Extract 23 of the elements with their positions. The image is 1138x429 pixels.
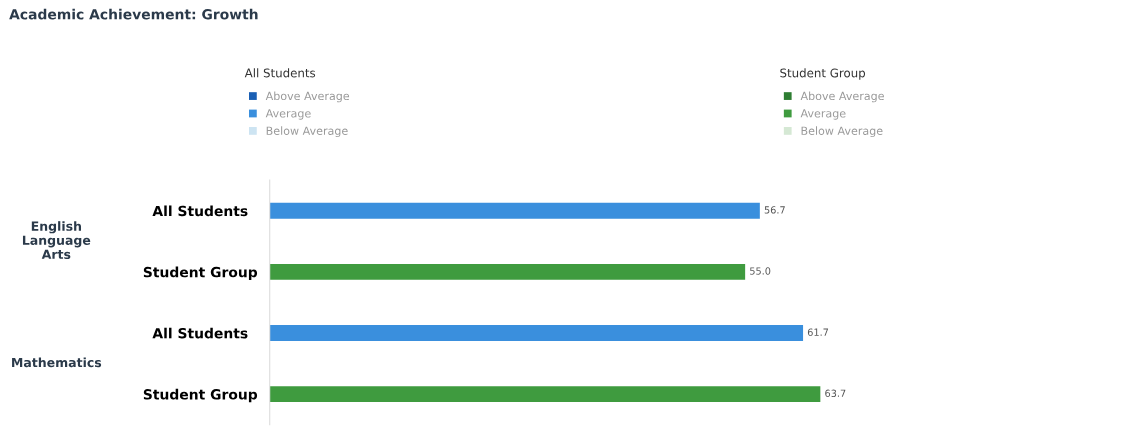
data-label: 63.7 [825,389,846,397]
text: English Language Arts [22,221,91,260]
bar [269,202,760,219]
legend-label: Below Average [801,126,883,138]
data-label: 56.7 [764,206,785,214]
legend-label: Average [265,109,311,120]
bar [269,263,746,280]
bar [269,386,821,403]
y-tick-label: Student Group [143,388,258,403]
y-tick-label: Student Group [143,266,258,281]
legend-label: Below Average [266,126,348,138]
bar [269,325,804,341]
text: All Students [244,68,316,78]
legend-label: Above Average [800,91,884,103]
text: Student Group [780,68,866,80]
legend-label: Above Average [265,91,350,103]
y-tick-label: All Students [152,205,248,217]
text: Academic Achievement: Growth [9,8,258,20]
y-tick-label: All Students [152,327,248,339]
data-label: 55.0 [750,267,771,275]
data-label: 61.7 [807,328,829,336]
legend-label: Average [800,109,846,120]
text: Mathematics [12,357,102,368]
